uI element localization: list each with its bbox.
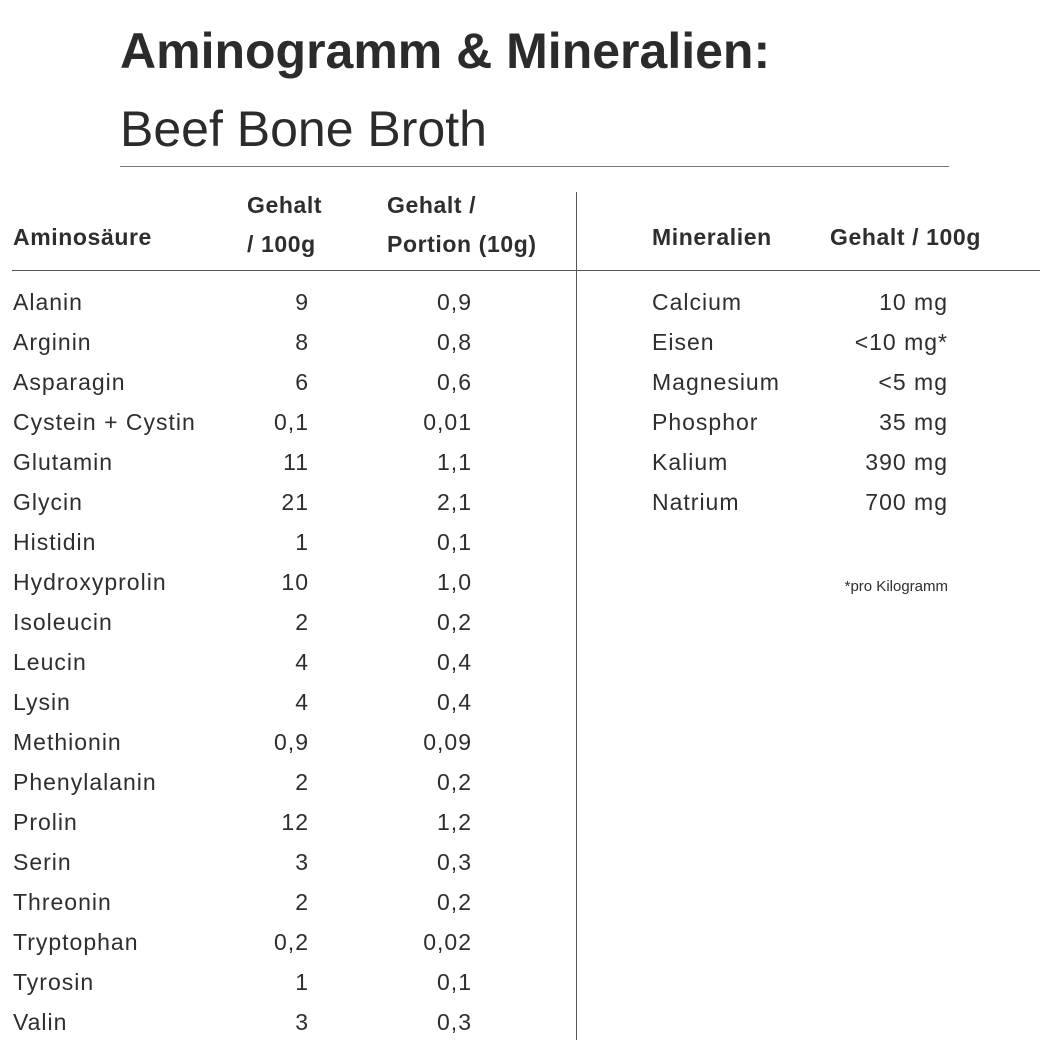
- column-header: / 100g: [247, 231, 316, 257]
- cell-name: Natrium: [652, 489, 740, 515]
- cell-value: 0,09: [423, 729, 472, 755]
- cell-value: 0,1: [274, 409, 309, 435]
- cell-value: 2: [295, 609, 309, 635]
- cell-value: 2,1: [437, 489, 472, 515]
- column-header: Gehalt /: [387, 192, 477, 218]
- cell-name: Kalium: [652, 449, 729, 475]
- cell-name: Lysin: [13, 689, 71, 715]
- column-header: Gehalt / 100g: [830, 224, 981, 250]
- cell-value: 1: [295, 969, 309, 995]
- column-header: Portion (10g): [387, 231, 537, 257]
- cell-value: 0,3: [437, 849, 472, 875]
- cell-name: Tryptophan: [13, 929, 139, 955]
- cell-name: Threonin: [13, 889, 112, 915]
- title-rule: [120, 166, 949, 167]
- cell-name: Phosphor: [652, 409, 759, 435]
- cell-value: 2: [295, 889, 309, 915]
- cell-value: 6: [295, 369, 309, 395]
- cell-value: 0,4: [437, 689, 472, 715]
- cell-name: Calcium: [652, 289, 743, 315]
- column-divider: [576, 192, 577, 1040]
- cell-value: 1: [295, 529, 309, 555]
- cell-value: 3: [295, 1009, 309, 1035]
- cell-name: Eisen: [652, 329, 715, 355]
- cell-value: 0,8: [437, 329, 472, 355]
- cell-value: 10: [281, 569, 309, 595]
- cell-value: 1,1: [437, 449, 472, 475]
- cell-value: 0,3: [437, 1009, 472, 1035]
- cell-name: Phenylalanin: [13, 769, 157, 795]
- cell-value: 35 mg: [879, 409, 948, 435]
- cell-value: 12: [281, 809, 309, 835]
- cell-value: 0,1: [437, 529, 472, 555]
- cell-value: 21: [281, 489, 309, 515]
- cell-name: Alanin: [13, 289, 83, 315]
- cell-value: 1,0: [437, 569, 472, 595]
- column-header: Gehalt: [247, 192, 323, 218]
- cell-name: Serin: [13, 849, 72, 875]
- cell-value: 0,2: [274, 929, 309, 955]
- cell-name: Hydroxyprolin: [13, 569, 167, 595]
- subtitle: Beef Bone Broth: [120, 101, 487, 157]
- cell-name: Glutamin: [13, 449, 114, 475]
- cell-value: 700 mg: [865, 489, 948, 515]
- cell-name: Asparagin: [13, 369, 126, 395]
- cell-value: 0,1: [437, 969, 472, 995]
- footnote: *pro Kilogramm: [844, 578, 948, 595]
- cell-value: 8: [295, 329, 309, 355]
- cell-name: Tyrosin: [13, 969, 95, 995]
- cell-value: 0,2: [437, 769, 472, 795]
- cell-value: 1,2: [437, 809, 472, 835]
- cell-name: Prolin: [13, 809, 78, 835]
- cell-name: Cystein + Cystin: [13, 409, 196, 435]
- cell-name: Arginin: [13, 329, 92, 355]
- column-header: Mineralien: [652, 224, 772, 250]
- cell-value: 4: [295, 689, 309, 715]
- cell-value: 0,01: [423, 409, 472, 435]
- cell-value: 0,2: [437, 609, 472, 635]
- cell-value: 4: [295, 649, 309, 675]
- cell-value: 3: [295, 849, 309, 875]
- cell-value: 0,02: [423, 929, 472, 955]
- cell-value: 0,9: [437, 289, 472, 315]
- cell-value: 0,2: [437, 889, 472, 915]
- cell-name: Histidin: [13, 529, 97, 555]
- cell-value: <5 mg: [878, 369, 948, 395]
- cell-name: Leucin: [13, 649, 87, 675]
- cell-value: 2: [295, 769, 309, 795]
- cell-value: <10 mg*: [854, 329, 948, 355]
- cell-value: 390 mg: [865, 449, 948, 475]
- cell-value: 0,6: [437, 369, 472, 395]
- cell-name: Methionin: [13, 729, 122, 755]
- title: Aminogramm & Mineralien:: [120, 23, 771, 79]
- cell-name: Magnesium: [652, 369, 780, 395]
- cell-value: 0,4: [437, 649, 472, 675]
- column-header: Aminosäure: [13, 224, 152, 250]
- cell-value: 0,9: [274, 729, 309, 755]
- cell-name: Glycin: [13, 489, 83, 515]
- cell-value: 11: [283, 449, 309, 475]
- cell-value: 10 mg: [879, 289, 948, 315]
- cell-name: Isoleucin: [13, 609, 113, 635]
- header-rule: [12, 270, 1040, 271]
- cell-value: 9: [295, 289, 309, 315]
- cell-name: Valin: [13, 1009, 68, 1035]
